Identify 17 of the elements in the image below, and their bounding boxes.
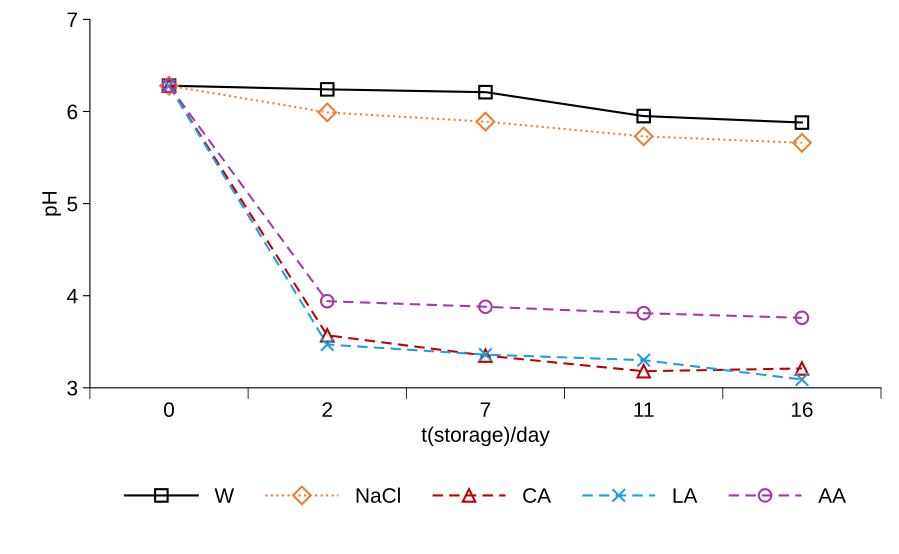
x-tick-label: 7 bbox=[480, 402, 490, 417]
legend-label: LA bbox=[674, 488, 698, 503]
x-tick-label: 11 bbox=[634, 402, 654, 417]
y-tick-label: 3 bbox=[67, 380, 78, 396]
x-tick-label: 16 bbox=[792, 402, 813, 417]
x-tick-label: 2 bbox=[322, 402, 332, 417]
legend-label: CA bbox=[523, 488, 552, 503]
legend-label: W bbox=[214, 488, 234, 503]
y-tick-label: 7 bbox=[68, 12, 78, 27]
legend-label: NaCl bbox=[356, 488, 400, 503]
y-axis-title: pH bbox=[42, 192, 61, 216]
x-tick-label: 0 bbox=[164, 402, 174, 417]
legend-label: AA bbox=[818, 488, 846, 503]
y-tick-label: 5 bbox=[67, 196, 78, 212]
y-tick-label: 6 bbox=[68, 104, 78, 120]
y-tick-label: 4 bbox=[66, 288, 78, 304]
x-axis-title: t(storage)/day bbox=[422, 426, 550, 446]
